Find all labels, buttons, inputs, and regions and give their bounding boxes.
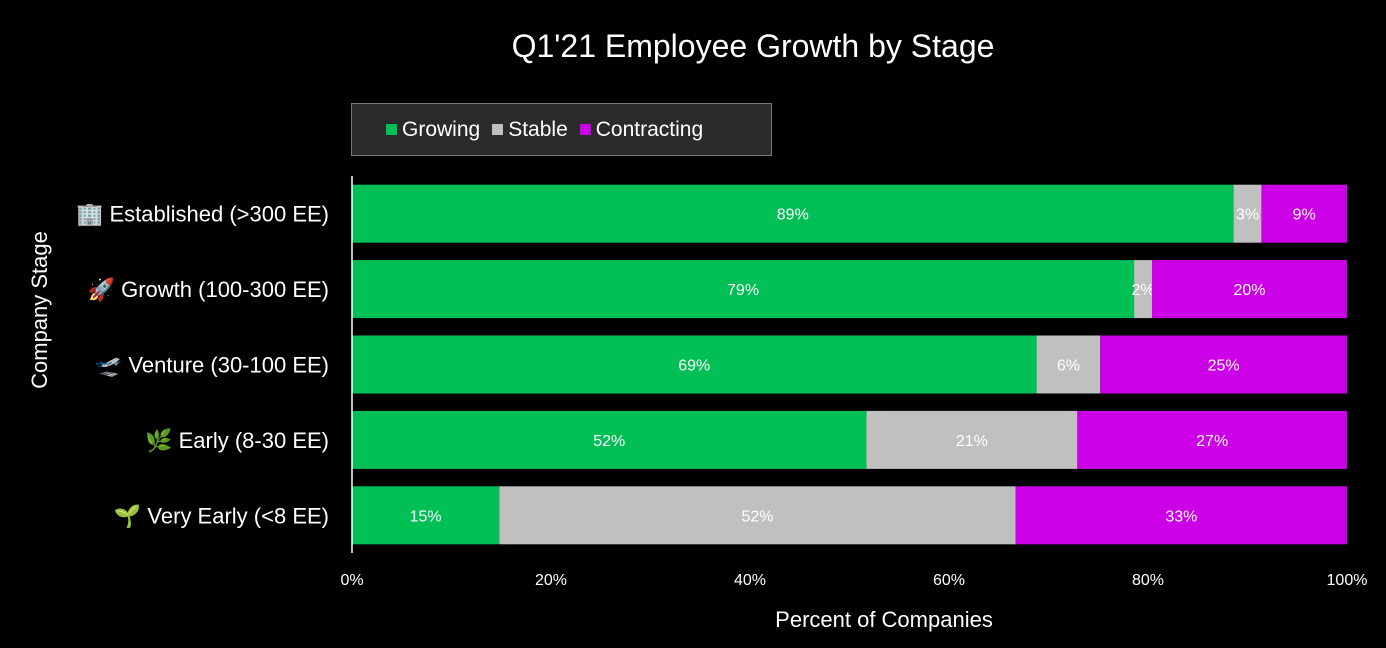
bar-growing-3[interactable] bbox=[352, 410, 867, 469]
bar-stable-1[interactable] bbox=[1134, 260, 1152, 319]
data-label-stable-0: 3% bbox=[1236, 207, 1259, 224]
legend: Growing Stable Contracting bbox=[351, 103, 772, 156]
data-label-growing-0: 89% bbox=[777, 207, 809, 224]
data-label-growing-2: 69% bbox=[678, 358, 710, 375]
data-label-contracting-1: 20% bbox=[1233, 282, 1265, 299]
bar-contracting-2[interactable] bbox=[1100, 335, 1347, 394]
category-label-1: 🚀 Growth (100-300 EE) bbox=[88, 277, 329, 302]
bar-growing-2[interactable] bbox=[352, 335, 1037, 394]
data-label-contracting-0: 9% bbox=[1293, 207, 1316, 224]
legend-swatch-stable bbox=[492, 124, 504, 135]
data-label-contracting-4: 33% bbox=[1165, 508, 1197, 525]
x-axis-title: Percent of Companies bbox=[775, 607, 993, 632]
x-tick-label-3: 60% bbox=[933, 572, 965, 589]
bar-stable-3[interactable] bbox=[866, 410, 1078, 469]
bar-stable-4[interactable] bbox=[499, 486, 1016, 545]
legend-label-growing: Growing bbox=[402, 117, 481, 141]
data-label-contracting-3: 27% bbox=[1196, 433, 1228, 450]
legend-swatch-contracting bbox=[579, 124, 591, 135]
legend-item-stable[interactable]: Stable bbox=[492, 118, 568, 142]
x-tick-label-2: 40% bbox=[734, 572, 766, 589]
bar-stable-0[interactable] bbox=[1233, 184, 1262, 243]
data-label-growing-4: 15% bbox=[410, 508, 442, 525]
data-label-contracting-2: 25% bbox=[1208, 358, 1240, 375]
legend-swatch-growing bbox=[386, 124, 397, 135]
bar-contracting-0[interactable] bbox=[1261, 184, 1347, 243]
bar-growing-1[interactable] bbox=[352, 260, 1135, 319]
data-label-stable-4: 52% bbox=[741, 508, 773, 525]
bar-contracting-1[interactable] bbox=[1151, 260, 1347, 319]
bar-contracting-4[interactable] bbox=[1015, 486, 1347, 545]
category-label-3: 🌿 Early (8-30 EE) bbox=[145, 428, 329, 453]
legend-label-stable: Stable bbox=[508, 117, 568, 141]
bar-growing-0[interactable] bbox=[352, 184, 1234, 243]
data-label-growing-1: 79% bbox=[727, 282, 759, 299]
x-tick-label-5: 100% bbox=[1327, 572, 1368, 589]
category-label-2: 🛫 Venture (30-100 EE) bbox=[95, 353, 329, 378]
bar-stable-2[interactable] bbox=[1036, 335, 1101, 394]
data-label-stable-2: 6% bbox=[1057, 358, 1080, 375]
bar-growing-4[interactable] bbox=[352, 486, 500, 545]
legend-label-contracting: Contracting bbox=[595, 117, 704, 141]
category-label-4: 🌱 Very Early (<8 EE) bbox=[114, 503, 329, 528]
legend-item-contracting[interactable]: Contracting bbox=[579, 117, 704, 142]
x-tick-label-1: 20% bbox=[535, 572, 567, 589]
data-label-stable-1: 2% bbox=[1131, 282, 1154, 299]
x-tick-label-4: 80% bbox=[1132, 572, 1164, 589]
bar-contracting-3[interactable] bbox=[1077, 410, 1347, 469]
data-label-stable-3: 21% bbox=[956, 433, 988, 450]
x-tick-label-0: 0% bbox=[340, 572, 363, 589]
chart-title: Q1'21 Employee Growth by Stage bbox=[511, 28, 995, 64]
category-label-0: 🏢 Established (>300 EE) bbox=[76, 202, 329, 227]
data-label-growing-3: 52% bbox=[593, 433, 625, 450]
legend-item-growing[interactable]: Growing bbox=[386, 118, 480, 142]
